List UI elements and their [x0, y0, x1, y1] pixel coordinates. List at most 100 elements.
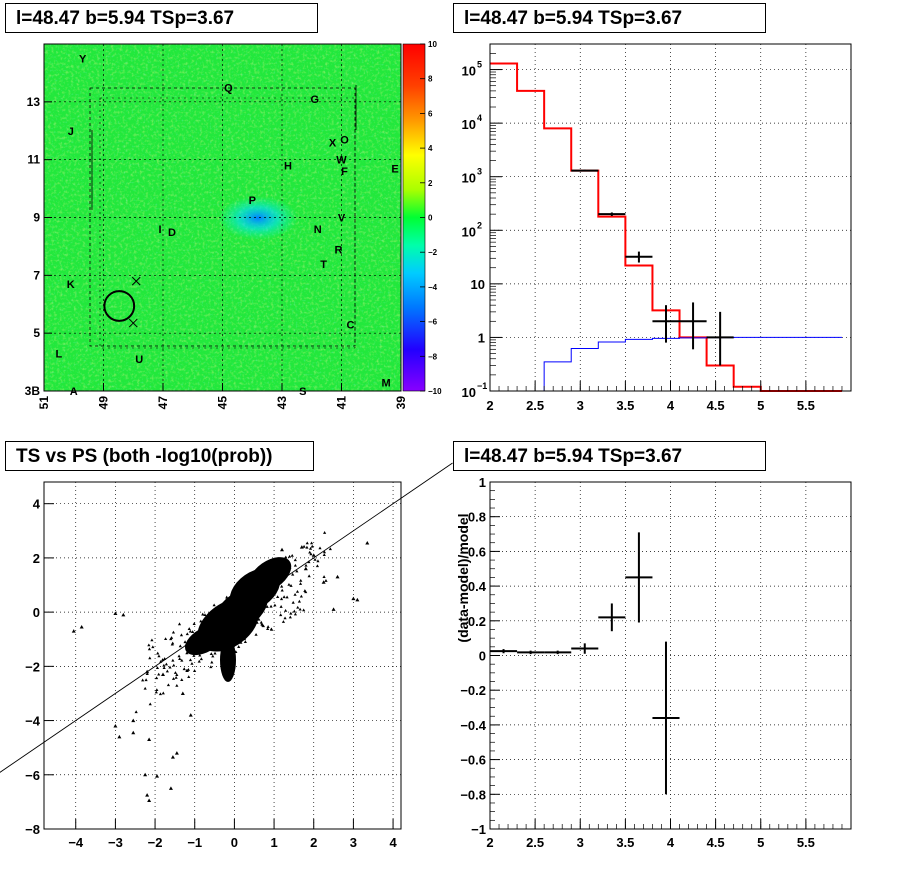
ts-ps-point — [165, 669, 169, 673]
ts-ps-point — [171, 641, 175, 645]
ts-ps-point — [237, 615, 241, 619]
ts-ps-point — [291, 572, 295, 576]
ts-ps-point — [205, 632, 210, 636]
skymap-x-tick-label: 43 — [275, 396, 289, 410]
residual-y-tick-label: −0.8 — [460, 787, 486, 802]
ts-ps-point — [187, 627, 191, 630]
ts-ps-point — [293, 612, 298, 616]
spectrum-x-tick-label: 4 — [667, 398, 675, 413]
ts-ps-point — [269, 627, 273, 631]
ts-ps-point — [240, 599, 244, 603]
ts-ps-point — [190, 644, 194, 648]
spectrum-y-tick-exponent: 5 — [477, 60, 482, 70]
ts-ps-point — [194, 642, 198, 646]
ts-ps-point — [307, 574, 311, 578]
ts-ps-point — [280, 588, 284, 592]
ts-ps-point — [218, 647, 223, 651]
ts-ps-point — [220, 643, 224, 646]
ts-ps-point — [254, 633, 258, 636]
ts-ps-point — [322, 575, 326, 578]
ts-ps-point — [155, 688, 159, 691]
skymap-source-label: R — [335, 244, 343, 256]
ts-ps-point — [209, 652, 213, 656]
skymap-source-label: P — [249, 195, 256, 207]
ts-ps-point — [199, 639, 203, 643]
ts-ps-point — [175, 673, 179, 676]
ts-ps-point — [365, 540, 370, 545]
skymap-target-circle — [103, 290, 136, 322]
residual-x-tick-label: 3 — [577, 835, 584, 850]
ts-ps-frame — [43, 481, 402, 830]
ts-ps-point — [224, 633, 228, 636]
skymap-source-label: E — [391, 163, 398, 175]
spectrum-x-tick-label: 5 — [757, 398, 764, 413]
ts-ps-point — [335, 574, 340, 579]
spectrum-x-tick-label: 3.5 — [616, 398, 634, 413]
ts-ps-point — [225, 599, 229, 603]
ts-ps-point — [355, 597, 360, 602]
colorbar-tick-label: 0 — [428, 214, 433, 223]
ts-ps-point — [147, 647, 152, 651]
skymap-source-label: H — [284, 160, 292, 172]
ts-ps-point — [237, 618, 241, 622]
ts-ps-point — [131, 718, 136, 723]
ts-ps-x-tick-label: 4 — [389, 835, 397, 850]
ts-ps-axes: −4 −3 −2 −1 0 1 2 3 4 −8 −6 −4 −2 0 2 4 — [25, 497, 397, 850]
skymap-y-tick-label: 5 — [33, 326, 40, 340]
skymap-x-tick-label: 47 — [156, 396, 170, 410]
ts-ps-point — [323, 531, 327, 534]
ts-ps-point — [168, 665, 172, 669]
ts-ps-point — [180, 658, 184, 662]
ts-ps-point — [276, 567, 281, 570]
ts-ps-point — [308, 550, 312, 554]
residual-y-tick-label: 0.8 — [468, 510, 486, 525]
ts-ps-x-tick-label: 0 — [231, 835, 238, 850]
ts-ps-point — [302, 544, 306, 548]
ts-ps-point — [265, 577, 269, 581]
ts-ps-point — [162, 666, 166, 670]
ts-ps-point — [203, 644, 207, 647]
colorbar-tick-label: 6 — [428, 109, 433, 118]
skymap-source-label: F — [341, 166, 348, 178]
ts-ps-point — [150, 638, 154, 642]
ts-ps-point — [192, 669, 197, 672]
ts-ps-point — [281, 564, 285, 568]
ts-ps-point — [322, 553, 326, 557]
residual-x-tick-label: 2.5 — [526, 835, 544, 850]
ts-ps-point — [296, 605, 300, 609]
skymap-source-label: K — [67, 279, 75, 291]
ts-ps-point — [148, 702, 152, 706]
ts-ps-point — [242, 637, 247, 641]
ts-ps-point — [236, 589, 240, 593]
skymap-source-label: W — [336, 155, 347, 167]
ts-ps-point — [236, 587, 241, 591]
ts-ps-point — [145, 672, 149, 676]
ts-ps-point — [266, 574, 271, 578]
ts-ps-point — [222, 638, 227, 642]
ts-ps-outliers — [71, 531, 370, 803]
residual-points — [490, 532, 680, 795]
ts-ps-point — [171, 658, 175, 662]
skymap-source-label: T — [320, 259, 327, 271]
ts-ps-point — [117, 734, 122, 739]
ts-ps-point — [185, 651, 189, 655]
ts-ps-point — [322, 550, 327, 554]
ts-ps-point — [280, 584, 284, 588]
ts-ps-point — [291, 600, 295, 604]
skymap-source-label: V — [338, 213, 346, 225]
spectrum-y-tick-label: 10 — [462, 224, 476, 239]
skymap-x-tick-label: 39 — [394, 396, 408, 410]
skymap-x-tick-label: 49 — [97, 396, 111, 410]
ts-ps-point — [147, 643, 151, 647]
ts-ps-point — [250, 621, 254, 625]
panel2-title: l=48.47 b=5.94 TSp=3.67 — [453, 3, 766, 33]
skymap-source-label: G — [310, 94, 319, 106]
ts-ps-point — [297, 599, 301, 603]
ts-ps-point — [178, 644, 182, 648]
ts-ps-point — [164, 662, 168, 666]
skymap-y-tick-label: 13 — [27, 95, 41, 109]
ts-ps-point — [175, 683, 179, 687]
ts-ps-point — [145, 793, 150, 797]
